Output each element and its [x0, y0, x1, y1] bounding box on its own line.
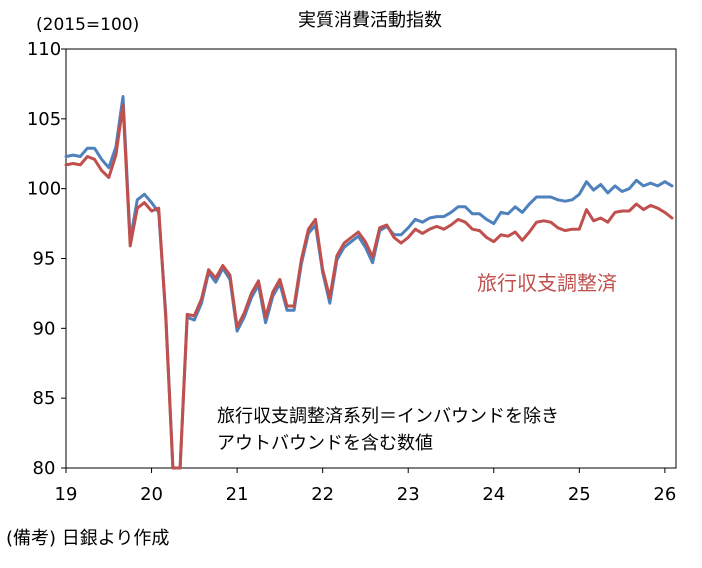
y-tick-label: 100 [27, 179, 61, 200]
series-line-red [64, 103, 674, 470]
x-tick-label: 19 [55, 484, 78, 505]
unit-label: (2015=100) [36, 15, 139, 35]
y-tick-label: 105 [27, 109, 61, 130]
x-tick-label: 25 [568, 484, 591, 505]
series-label-adjusted: 旅行収支調整済 [477, 271, 617, 295]
annotation-line-2: アウトバウンドを含む数値 [217, 433, 433, 454]
x-tick-label: 24 [482, 484, 505, 505]
x-tick-label: 21 [226, 484, 249, 505]
x-tick-label: 20 [140, 484, 163, 505]
chart-title: 実質消費活動指数 [298, 10, 442, 31]
y-tick-label: 95 [33, 249, 56, 270]
annotation-line-1: 旅行収支調整済系列＝インバウンドを除き [217, 406, 559, 427]
y-axis: 80 85 90 95 100 105 110 [27, 39, 66, 479]
x-axis: 19 20 21 22 23 24 25 26 [55, 468, 676, 505]
series-lines [64, 95, 674, 470]
x-tick-label: 23 [397, 484, 420, 505]
y-tick-label: 110 [27, 39, 61, 60]
x-tick-label: 26 [653, 484, 676, 505]
source-note: (備考) 日銀より作成 [6, 528, 169, 549]
y-tick-label: 85 [33, 388, 56, 409]
x-tick-label: 22 [311, 484, 334, 505]
y-tick-label: 90 [33, 318, 56, 339]
y-tick-label: 80 [33, 458, 56, 479]
